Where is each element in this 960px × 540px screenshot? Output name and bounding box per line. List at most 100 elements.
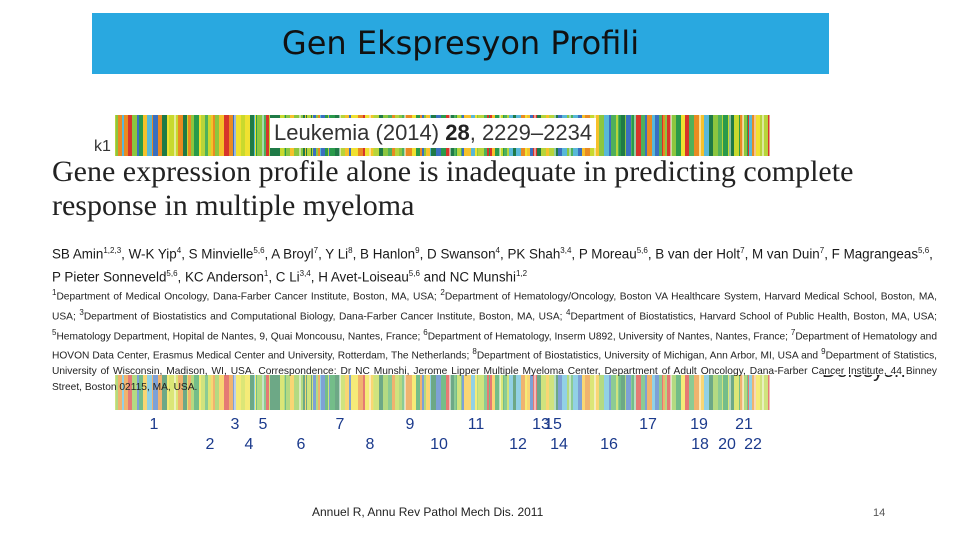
author-sup: 8 [348,246,353,255]
chromosome-label: 21 [735,416,753,433]
affil-num: 9 [821,347,826,357]
chromosome-label: 6 [296,436,306,453]
chromosome-label: 9 [405,416,415,433]
affil-text: Department of Hematology, Inserm U892, U… [427,330,791,342]
article-panel [48,156,940,375]
affil-text: Department of Biostatistics and Computat… [83,311,567,323]
author-sep: , [264,246,272,262]
chromosome-label: 12 [509,436,527,453]
chromosome-label: 16 [600,436,618,453]
affil-num: 6 [423,327,428,337]
author-name: P Moreau [578,246,637,262]
author-sup: 4 [495,246,500,255]
chromosome-label: 22 [744,436,762,453]
chromosome-label: 18 [691,436,709,453]
author-sup: 1 [263,269,269,279]
affil-num: 2 [440,288,445,297]
affil-num: 1 [52,288,57,297]
authors: SB Amin1,2,3, W-K Yip4, S Minvielle5,6, … [52,241,937,288]
chromosome-label: 13 [532,416,550,433]
page-number: 14 [873,507,886,519]
author-sup: 7 [819,246,825,255]
author-sep: , [181,246,189,262]
chromosome-label: 20 [718,436,736,453]
author-sep: and [419,269,450,285]
author-name: C Li [275,269,300,285]
author-sep: , [268,269,276,285]
author-sup: 5,6 [918,246,930,255]
author-sup: 3,4 [560,246,572,255]
chromosome-label: 19 [690,416,708,433]
affil-text: Hematology Department, Hopital de Nantes… [56,330,424,342]
affil-text: Department of Biostatistics, Harvard Sch… [570,311,938,323]
author-name: PK Shah [507,246,561,262]
author-sup: 4 [176,246,182,255]
side-label: k1 [94,138,111,155]
author-sep: , [929,246,933,262]
chromosome-label: 3 [230,416,240,433]
journal-ref: Leukemia (2014) 28, 2229–2234 [270,118,597,148]
author-sup: 7 [313,246,319,255]
chromosome-label: 17 [639,416,657,433]
author-sup: 5,6 [636,246,648,255]
author-name: H Avet-Loiseau [318,269,409,285]
author-name: Y Li [325,246,349,262]
title-box [92,13,829,74]
author-name: KC Anderson [184,269,264,285]
author-sup: 5,6 [166,269,178,279]
article-title: Gene expression profile alone is inadequ… [52,155,854,222]
affil-num: 3 [79,307,84,317]
chromosome-label: 8 [365,436,375,453]
author-sep: , [352,246,361,262]
author-name: B van der Holt [655,246,741,262]
chromosome-label: 2 [205,436,215,453]
author-sup: 7 [740,246,745,255]
footer-citation: Annuel R, Annu Rev Pathol Mech Dis. 2011 [312,505,544,519]
author-name: B Hanlon [360,246,416,262]
affil-text: Department of Medical Oncology, Dana-Far… [56,291,441,303]
affil-num: 4 [566,307,571,317]
author-name: NC Munshi [449,269,516,285]
chromosome-label: 10 [430,436,448,453]
pages: , 2229–2234 [469,120,593,145]
affil-text: Department of Hematology and HOVON Data … [52,330,938,362]
author-name: F Magrangeas [831,246,919,262]
slide-title: Gen Ekspresyon Profili [281,24,640,62]
chromosome-label: 5 [258,416,268,433]
affil-text: Department of Hematology/Oncology, Bosto… [52,291,937,323]
chromosome-label: 14 [550,436,568,453]
author-name: A Broyl [271,246,314,262]
author-sup: 5,6 [253,246,265,255]
affil-num: 7 [790,327,796,337]
author-sep: , [571,246,579,262]
chromosome-label: 1 [149,416,159,433]
author-name: M van Duin [752,246,820,262]
affiliations: 1Department of Medical Oncology, Dana-Fa… [52,285,937,395]
author-sup: 1,2,3 [103,246,122,255]
chromosome-label: 15 [544,416,562,433]
author-name: P Pieter Sonneveld [52,269,167,285]
author-sep: , [177,269,185,285]
author-name: S Minvielle [188,246,254,262]
affil-num: 5 [52,327,57,337]
author-sep: , [419,246,428,262]
journal: Leukemia (2014) [274,120,440,145]
author-sup: 9 [415,246,420,255]
affil-text: Department of Biostatistics, University … [476,350,822,362]
chromosome-label: 11 [467,416,485,433]
author-sup: 3,4 [299,269,311,279]
author-sep: , [121,246,129,262]
chromosome-label: 7 [335,416,345,433]
author-name: W-K Yip [128,246,177,262]
affil-text: Department of Statistics, University of … [52,350,938,393]
author-sep: , [824,246,832,262]
heatmap-band [115,373,770,410]
volume: 28 [445,120,470,145]
author-name: D Swanson [427,246,496,262]
author-sep: , [744,246,753,262]
chromosome-label: 4 [244,436,254,453]
author-sep: , [310,269,319,285]
author-sup: 5,6 [408,269,420,279]
author-sep: , [318,246,326,262]
